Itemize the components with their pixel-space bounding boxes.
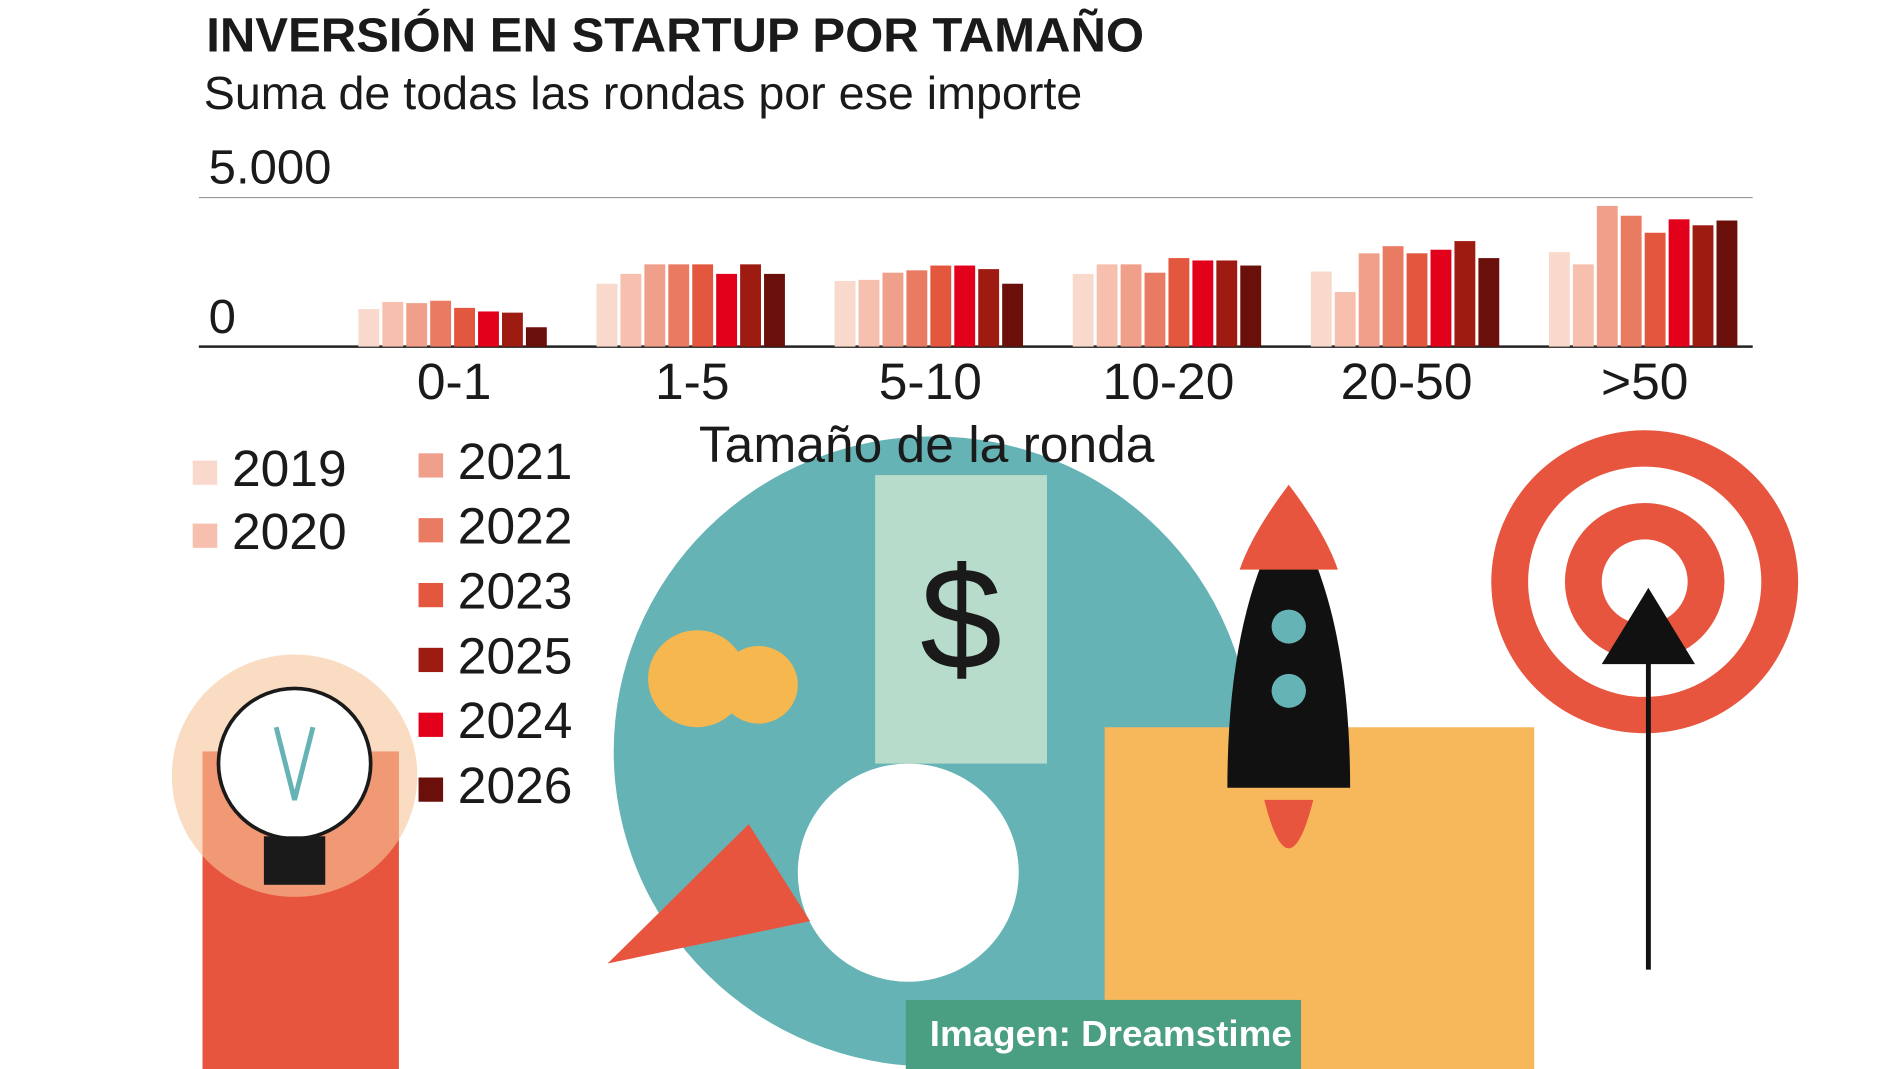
- bar: [1620, 215, 1642, 347]
- bar: [1168, 258, 1190, 347]
- legend-label: 2025: [458, 628, 573, 685]
- bar: [1668, 219, 1690, 347]
- bar: [1596, 205, 1618, 347]
- plot: 0 5.000 0-1 1-5 5-10 10-20 20-50 >50 2019 2020 202…: [192, 141, 1753, 814]
- y-tick-label: 5.000: [209, 141, 332, 195]
- bar: [906, 270, 928, 347]
- bar: [1310, 271, 1332, 347]
- bar: [716, 273, 738, 347]
- bar: [668, 264, 690, 347]
- bar: [930, 265, 952, 347]
- window: [1271, 673, 1306, 708]
- bar: [1334, 292, 1356, 347]
- bar: [406, 303, 428, 347]
- bar: [1454, 241, 1476, 347]
- target: [1601, 539, 1688, 625]
- legend-label: 2024: [458, 693, 573, 750]
- bar: [1430, 249, 1452, 347]
- coin: [648, 630, 747, 728]
- bar: [1548, 252, 1570, 347]
- bar: [1716, 220, 1738, 347]
- rocket-tip: [1239, 484, 1338, 570]
- legend-label: 2026: [458, 757, 573, 814]
- legend-swatch: [418, 582, 444, 608]
- legend-label: 2022: [458, 498, 573, 555]
- bulb-base: [263, 836, 326, 885]
- illustration: $: [171, 430, 1799, 1069]
- flame: [1264, 799, 1314, 849]
- bar: [1692, 225, 1714, 347]
- bar: [692, 264, 714, 347]
- x-axis-title: Tamaño de la ronda: [699, 416, 1155, 473]
- legend-swatch: [418, 712, 444, 737]
- bar: [430, 300, 452, 347]
- bar: [1572, 264, 1594, 347]
- x-tick-label: 10-20: [1103, 353, 1235, 410]
- cloud: [797, 763, 1019, 982]
- bar: [740, 264, 761, 347]
- bar: [834, 281, 856, 347]
- x-tick-label: 20-50: [1341, 353, 1473, 410]
- source: Imagen: Dreamstime: [930, 1013, 1292, 1054]
- bar: [382, 301, 404, 347]
- legend-swatch: [418, 518, 444, 543]
- coin: [719, 646, 798, 724]
- bar: [644, 264, 666, 347]
- bar: [1144, 272, 1166, 347]
- bar: [1478, 258, 1500, 347]
- dollar-sign: $: [920, 538, 1002, 700]
- bar: [858, 279, 880, 347]
- bar: [882, 272, 904, 347]
- bar: [620, 273, 642, 347]
- bar: [1382, 246, 1404, 347]
- x-tick-label: >50: [1601, 353, 1688, 410]
- legend-swatch: [418, 647, 444, 673]
- bill: [875, 475, 1047, 764]
- legend-swatch: [418, 777, 444, 802]
- x-tick-label: 1-5: [655, 353, 729, 410]
- bar: [1358, 253, 1380, 347]
- chart-title: INVERSIÓN EN STARTUP POR TAMAÑO: [206, 8, 1144, 63]
- yellow-block: [1104, 727, 1535, 1069]
- arrow-head: [1601, 587, 1696, 665]
- megaphone: [607, 824, 811, 964]
- bar: [358, 309, 380, 347]
- bar: [502, 312, 523, 347]
- bar: [1644, 232, 1666, 347]
- legend-label: 2023: [458, 563, 573, 620]
- x-tick-label: 5-10: [879, 353, 982, 410]
- bar: [454, 307, 475, 347]
- bar: [1002, 283, 1024, 347]
- bar: [978, 269, 1000, 347]
- legend-label: 2021: [458, 433, 573, 490]
- bar: [525, 327, 547, 347]
- bar: [764, 273, 785, 347]
- bar: [596, 283, 618, 347]
- y-tick-label: 0: [209, 290, 236, 344]
- bar: [1240, 265, 1262, 347]
- bar: [1096, 264, 1118, 347]
- credit-box: [905, 999, 1302, 1069]
- legend-swatch: [192, 460, 218, 485]
- chart-subtitle: Suma de todas las rondas por ese importe: [204, 67, 1082, 119]
- bar: [1406, 253, 1428, 347]
- rocket: [1227, 509, 1351, 788]
- bar: [954, 265, 976, 347]
- bar: [1072, 273, 1094, 347]
- bar: [1216, 260, 1238, 347]
- x-tick-label: 0-1: [417, 353, 491, 410]
- bulb: [216, 686, 373, 841]
- legend-label: 2020: [232, 503, 347, 560]
- bar: [478, 311, 499, 347]
- legend-swatch: [418, 453, 444, 478]
- window: [1271, 609, 1306, 644]
- legend-swatch: [192, 523, 218, 548]
- bar: [1120, 264, 1142, 347]
- legend-label: 2019: [232, 440, 347, 497]
- filament: [273, 726, 316, 801]
- bar: [1192, 260, 1214, 347]
